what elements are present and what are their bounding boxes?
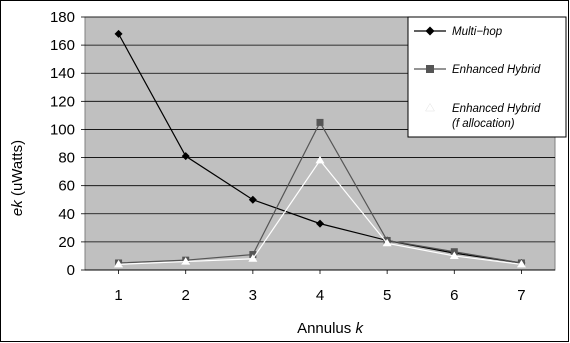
- series-group: [114, 29, 526, 268]
- y-tick-label: 120: [50, 93, 75, 110]
- y-tick-label: 20: [58, 234, 75, 251]
- x-axis-title-var: k: [355, 320, 364, 337]
- data-point-triangle: [449, 251, 459, 259]
- legend-label-enhanced-hybrid-f-allocation: Enhanced Hybrid: [452, 103, 541, 115]
- y-axis-title-var: ek: [9, 199, 26, 216]
- data-point-diamond: [181, 152, 190, 161]
- y-tick-label: 0: [67, 262, 75, 279]
- data-point-triangle: [248, 254, 258, 262]
- triangle-marker-icon: [425, 103, 435, 112]
- x-tick-label: 4: [316, 287, 324, 304]
- legend-item-enhanced-hybrid: Enhanced Hybrid: [414, 64, 541, 76]
- series-3: [114, 155, 526, 268]
- x-axis-title-text: Annulus: [297, 320, 355, 337]
- data-point-triangle: [382, 238, 392, 247]
- legend-label-enhanced-hybrid-f-allocation-line2: (f allocation): [452, 118, 515, 130]
- data-point-triangle: [114, 259, 124, 268]
- x-axis-ticks: 1 2 3 4 5 6 7: [114, 270, 526, 304]
- data-point-triangle: [315, 155, 325, 164]
- y-tick-label: 80: [58, 150, 75, 167]
- data-point-diamond: [248, 195, 257, 204]
- data-point-triangle: [516, 259, 526, 268]
- data-point-diamond: [316, 219, 324, 228]
- legend-box: [407, 16, 567, 138]
- data-point-square: [316, 118, 324, 126]
- x-tick-label: 2: [182, 287, 190, 304]
- legend-label-multi-hop: Multi−hop: [452, 26, 503, 38]
- y-tick-label: 40: [58, 206, 75, 223]
- legend-label-enhanced-hybrid: Enhanced Hybrid: [452, 64, 541, 76]
- legend: Multi−hop Enhanced Hybrid Enhanced Hybri…: [407, 16, 567, 138]
- diamond-marker-icon: [425, 26, 435, 36]
- x-axis-title: Annulus k: [297, 320, 364, 337]
- y-tick-label: 140: [50, 65, 75, 82]
- x-tick-label: 5: [383, 287, 391, 304]
- data-point-triangle: [181, 257, 191, 265]
- y-tick-label: 60: [58, 178, 75, 195]
- y-axis-title: ek (uWatts): [9, 140, 26, 216]
- data-point-diamond: [114, 29, 123, 38]
- y-tick-label: 100: [50, 121, 75, 138]
- x-tick-label: 6: [450, 287, 458, 304]
- y-axis-ticks: 0 20 40 60 80 100 120 140 160 180: [50, 9, 85, 279]
- legend-item-enhanced-hybrid-f-allocation: Enhanced Hybrid (f allocation): [414, 103, 541, 130]
- legend-item-multi-hop: Multi−hop: [414, 26, 503, 38]
- x-tick-label: 3: [249, 287, 257, 304]
- x-tick-label: 1: [114, 287, 122, 304]
- x-tick-label: 7: [517, 287, 525, 304]
- square-marker-icon: [426, 65, 434, 73]
- y-tick-label: 160: [50, 37, 75, 54]
- y-axis-title-unit: (uWatts): [9, 140, 26, 196]
- y-tick-label: 180: [50, 9, 75, 26]
